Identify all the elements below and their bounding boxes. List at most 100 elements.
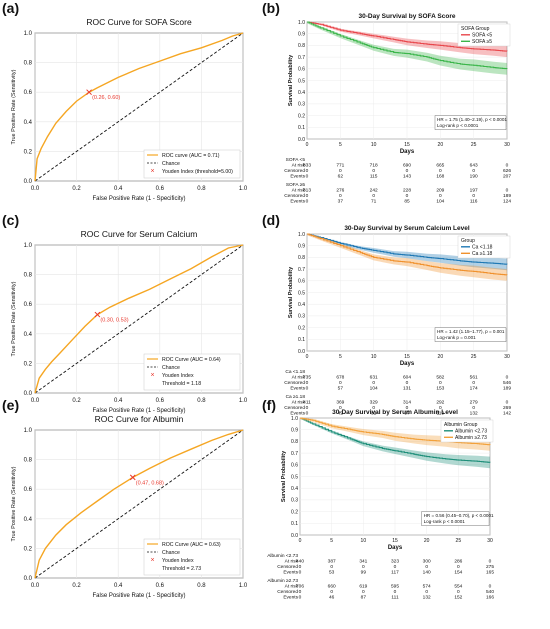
- y-tick-label: 0.2: [298, 325, 305, 331]
- risk-cell: 0: [306, 386, 309, 392]
- risk-cell: 140: [423, 570, 431, 576]
- risk-row-label: Censored: [284, 193, 305, 199]
- x-tick-label: 0.6: [156, 583, 165, 589]
- risk-cell: 37: [338, 199, 344, 205]
- chart-title: 30-Day Survival by Serum Calcium Level: [344, 225, 470, 232]
- risk-cell: 0: [506, 163, 509, 169]
- y-axis-label: True Positive Rate (Sensitivity): [11, 281, 17, 356]
- risk-cell: 111: [391, 595, 399, 601]
- risk-row-label: Censored: [277, 589, 298, 595]
- y-tick-label: 0.2: [24, 546, 33, 552]
- survival-curve: [307, 21, 508, 70]
- risk-cell: 604: [403, 375, 411, 381]
- x-tick-label: 0.6: [156, 398, 165, 404]
- chart-title: ROC Curve for Albumin: [95, 414, 184, 424]
- panel-letter: (f): [262, 397, 276, 413]
- survival-curve: [300, 417, 491, 463]
- x-tick-label: 10: [361, 538, 367, 544]
- x-tick-label: 10: [371, 354, 377, 360]
- legend-title: SOFA Group: [461, 26, 490, 32]
- risk-row-label: Censored: [284, 405, 305, 411]
- risk-cell: 582: [436, 375, 444, 381]
- stats-box: [434, 115, 507, 130]
- y-tick-label: 0.6: [24, 487, 33, 493]
- risk-cell: 99: [361, 570, 367, 576]
- x-tick-label: 20: [438, 354, 444, 360]
- y-tick-label: 1.0: [24, 428, 33, 434]
- risk-row-label: Events: [283, 570, 298, 576]
- legend-label: ROC Curve (AUC = 0.64): [162, 357, 221, 363]
- risk-cell: 242: [370, 188, 378, 194]
- y-tick-label: 0.6: [24, 302, 33, 308]
- risk-cell: 0: [406, 405, 409, 411]
- stats-text: HR = 1.75 (1.40–2.19), p < 0.0001: [437, 117, 507, 122]
- risk-cell: 0: [339, 380, 342, 386]
- risk-cell: 115: [370, 174, 378, 180]
- y-tick-label: 0.3: [291, 498, 298, 504]
- y-tick-label: 0.9: [291, 428, 298, 434]
- risk-cell: 678: [336, 375, 344, 381]
- risk-cell: 540: [486, 589, 494, 595]
- legend-label: Threshold = 2.73: [162, 566, 201, 572]
- y-axis-label: Survival Probability: [288, 266, 294, 318]
- youden-marker: [86, 89, 92, 96]
- legend-label: Ca ≥1.18: [472, 251, 492, 257]
- risk-cell: 0: [339, 193, 342, 199]
- risk-cell: 0: [506, 375, 509, 381]
- risk-row-label: Censored: [277, 564, 298, 570]
- y-tick-label: 0.9: [298, 32, 305, 38]
- y-tick-label: 1.0: [291, 416, 298, 422]
- youden-annotation: (0.47, 0.68): [136, 480, 164, 486]
- stats-box: [421, 511, 490, 526]
- risk-cell: 165: [486, 570, 494, 576]
- risk-row-label: Censored: [284, 168, 305, 174]
- risk-cell: 0: [299, 570, 302, 576]
- legend-swatch-youden: ×: [150, 557, 154, 564]
- survival-curve: [300, 417, 491, 446]
- risk-cell: 0: [299, 595, 302, 601]
- y-tick-label: 0.5: [291, 474, 298, 480]
- legend-label: Chance: [162, 550, 180, 556]
- risk-cell: 189: [503, 386, 511, 392]
- risk-cell: 276: [336, 188, 344, 194]
- stats-text: Log-rank p = 0.001: [437, 335, 476, 340]
- risk-cell: 85: [404, 199, 410, 205]
- risk-cell: 718: [370, 163, 378, 169]
- risk-cell: 706: [296, 584, 304, 590]
- y-tick-label: 1.0: [24, 243, 33, 249]
- risk-cell: 0: [439, 168, 442, 174]
- y-tick-label: 0.4: [298, 302, 305, 308]
- stats-text: Log-rank p < 0.0001: [424, 519, 466, 524]
- youden-annotation: (0.26, 0.60): [92, 95, 120, 101]
- x-axis-label: False Positive Rate (1 - Specificity): [92, 408, 185, 414]
- risk-row-label: Events: [290, 411, 305, 417]
- confidence-band: [300, 418, 490, 469]
- y-tick-label: 0.4: [291, 486, 298, 492]
- x-tick-label: 15: [404, 354, 410, 360]
- risk-cell: 292: [436, 400, 444, 406]
- y-tick-label: 0.9: [298, 244, 305, 250]
- x-tick-label: 0.2: [72, 186, 81, 192]
- risk-cell: 323: [391, 559, 399, 565]
- chance-line: [34, 32, 244, 182]
- survival-curve: [307, 233, 508, 265]
- x-axis-label: False Positive Rate (1 - Specificity): [92, 593, 185, 599]
- x-tick-label: 1.0: [239, 186, 248, 192]
- panel-letter: (b): [262, 0, 280, 16]
- legend-swatch-youden: ×: [150, 168, 154, 175]
- risk-group-label: SOFA <5: [286, 157, 306, 163]
- risk-cell: 209: [436, 188, 444, 194]
- legend-label: SOFA ≥5: [472, 39, 492, 45]
- legend-title: Group: [461, 238, 475, 244]
- y-tick-label: 0.8: [298, 255, 305, 261]
- confidence-band: [307, 22, 507, 58]
- chart-title: 30-Day Survival by SOFA Score: [359, 13, 456, 20]
- legend-box: [143, 353, 241, 391]
- y-tick-label: 1.0: [298, 20, 305, 26]
- y-tick-label: 0.8: [298, 43, 305, 49]
- risk-cell: 0: [406, 380, 409, 386]
- x-tick-label: 0.4: [114, 186, 123, 192]
- x-tick-label: 20: [438, 142, 444, 148]
- risk-cell: 275: [486, 564, 494, 570]
- risk-cell: 643: [470, 163, 478, 169]
